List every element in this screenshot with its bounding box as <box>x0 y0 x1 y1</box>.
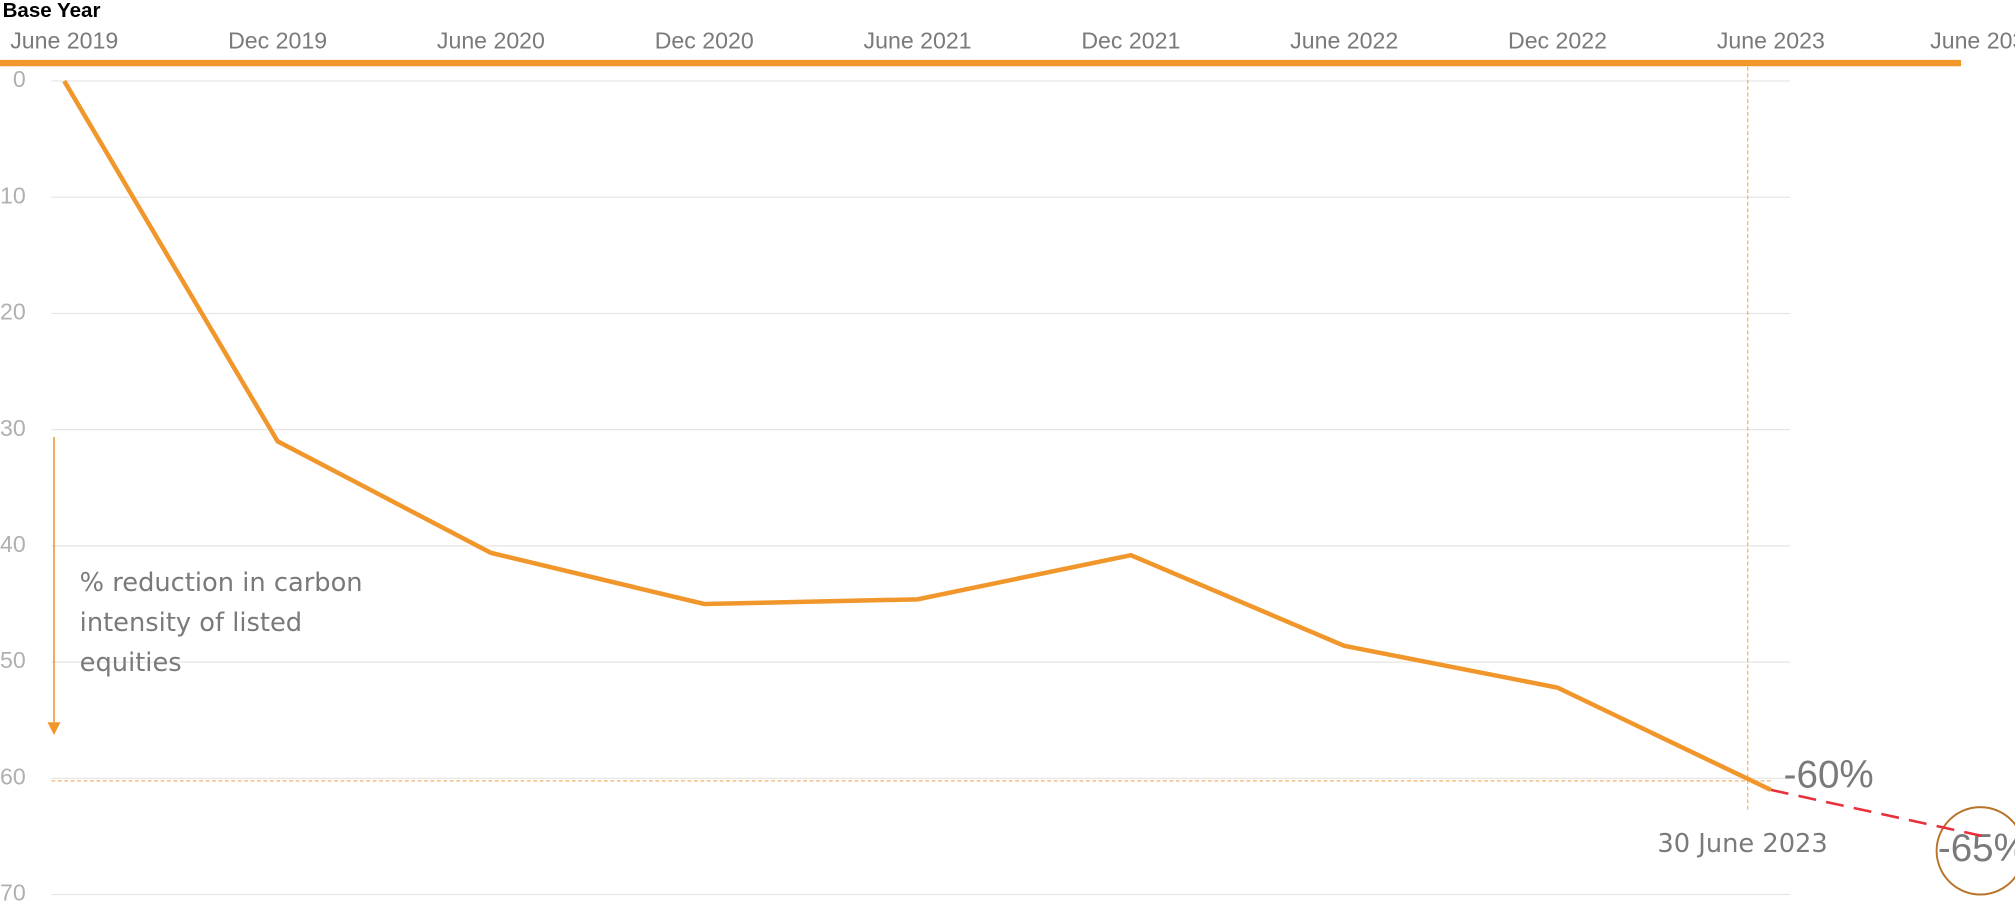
y-tick-label: 30 <box>0 415 26 441</box>
axis-label: % reduction in carbon intensity of liste… <box>79 566 363 678</box>
x-tick-label: Dec 2022 <box>1508 28 1607 54</box>
y-tick-label: 20 <box>0 299 26 325</box>
y-tick-label: 10 <box>0 182 26 208</box>
axis-label-box: % reduction in carbon intensity of liste… <box>79 566 363 678</box>
y-tick-label: 0 <box>13 66 26 92</box>
y-tick-label: 60 <box>0 763 26 789</box>
y-tick-label: 70 <box>0 880 26 906</box>
x-tick-label: June 2023 <box>1717 28 1825 54</box>
target-circle <box>1935 806 2015 896</box>
x-tick-label: Dec 2021 <box>1081 28 1180 54</box>
x-tick-label: Dec 2020 <box>655 28 754 54</box>
base-year-label: Base Year <box>3 0 101 22</box>
arrow-head <box>47 722 61 736</box>
x-tick-label: June 2020 <box>437 28 545 54</box>
data-line <box>62 79 1772 792</box>
current-annotation: -60% <box>1784 754 1874 797</box>
y-tick-label: 50 <box>0 647 26 673</box>
target-line <box>1770 788 1985 838</box>
y-tick-label: 40 <box>0 531 26 557</box>
date-annotation: 30 June 2023 <box>1657 829 1827 859</box>
x-tick-label: June 2022 <box>1290 28 1398 54</box>
x-tick-label: Dec 2019 <box>228 28 327 54</box>
x-tick-label: June 2019 <box>10 28 118 54</box>
x-tick-label: June 2021 <box>864 28 972 54</box>
